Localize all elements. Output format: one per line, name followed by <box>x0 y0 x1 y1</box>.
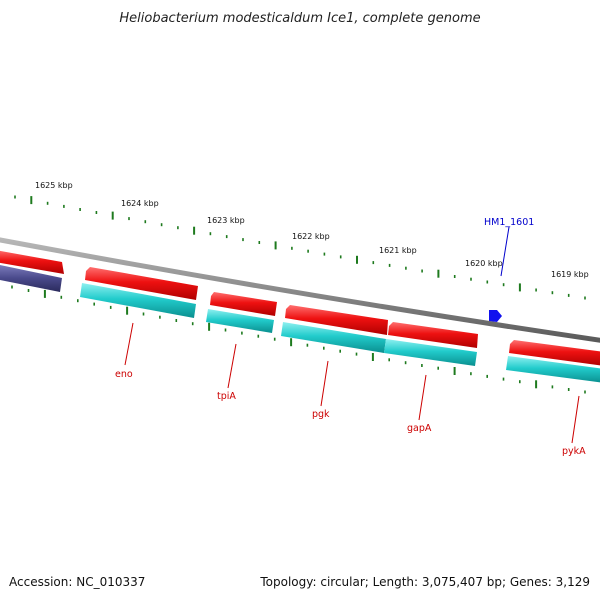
genome-backbone <box>0 237 600 343</box>
gene-leader-lines <box>124 322 580 444</box>
tick-label-1620: 1620 kbp <box>465 259 503 268</box>
gene-label-tpia[interactable]: tpiA <box>217 391 236 402</box>
feature-arrow[interactable] <box>489 310 502 322</box>
tick-label-1621: 1621 kbp <box>379 246 417 255</box>
gene-label-gapa[interactable]: gapA <box>407 423 432 434</box>
footer-summary: Topology: circular; Length: 3,075,407 bp… <box>259 575 590 589</box>
leader-pgk <box>320 360 329 407</box>
gene-other-1[interactable] <box>0 264 62 292</box>
cds-reverse-4[interactable] <box>384 339 477 366</box>
tick-label-1619: 1619 kbp <box>551 270 589 279</box>
gene-forward-5[interactable] <box>388 322 478 348</box>
map-title: Heliobacterium modesticaldum Ice1, compl… <box>119 11 480 26</box>
leader-eno <box>124 322 134 366</box>
reverse-cds <box>80 283 600 383</box>
outer-tick-track <box>14 195 586 300</box>
leader-tpia <box>227 343 237 389</box>
gene-forward-4[interactable] <box>285 305 388 335</box>
gene-label-pgk[interactable]: pgk <box>312 409 330 420</box>
cds-reverse-2[interactable] <box>206 309 274 333</box>
gene-forward-2[interactable] <box>85 267 198 300</box>
gene-labels: eno tpiA pgk gapA pykA <box>115 369 586 457</box>
gene-forward-1[interactable] <box>0 250 64 274</box>
cds-reverse-1[interactable] <box>80 283 196 318</box>
cds-reverse-5[interactable] <box>506 356 600 383</box>
inner-tick-track <box>11 285 586 394</box>
gene-label-eno[interactable]: eno <box>115 369 133 380</box>
feature-label-hm1-1601: HM1_1601 <box>484 217 534 228</box>
leader-pyka <box>571 395 580 444</box>
feature-leader-line <box>500 226 510 277</box>
tick-label-1623: 1623 kbp <box>207 216 245 225</box>
leader-gapa <box>418 374 427 421</box>
forward-genes <box>0 250 600 366</box>
tick-label-1625: 1625 kbp <box>35 181 73 190</box>
gene-label-pyka[interactable]: pykA <box>562 446 586 457</box>
gene-forward-3[interactable] <box>210 292 277 316</box>
cds-reverse-3[interactable] <box>281 322 386 353</box>
tick-label-1624: 1624 kbp <box>121 199 159 208</box>
footer-accession: Accession: NC_010337 <box>9 575 145 589</box>
scale-labels: 1625 kbp 1624 kbp 1623 kbp 1622 kbp 1621… <box>35 181 589 279</box>
tick-label-1622: 1622 kbp <box>292 232 330 241</box>
gene-forward-6[interactable] <box>509 340 600 366</box>
